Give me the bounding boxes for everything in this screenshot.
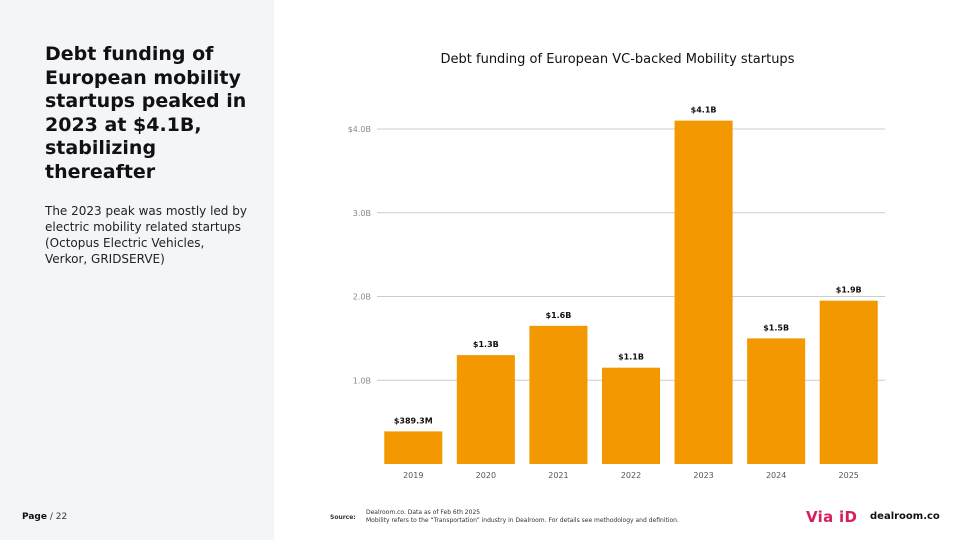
subtext: The 2023 peak was mostly led by electric… [45,204,247,266]
y-tick-label: $4.0B [348,125,371,134]
dealroom-logo: dealroom.co [870,511,940,522]
chart-title: Debt funding of European VC-backed Mobil… [440,52,795,67]
bar [384,431,443,464]
headline: Debt funding of European mobility startu… [45,43,247,183]
source-line-2: Mobility refers to the “Transportation” … [366,517,679,524]
left-panel: Debt funding of European mobility startu… [0,0,274,540]
bar [601,367,661,464]
data-label: $1.6B [546,311,572,320]
bar [747,338,806,464]
x-tick-label: 2021 [548,471,568,480]
data-label: $1.3B [473,340,499,349]
data-label: $1.5B [763,323,789,332]
source-label: Source: [330,514,356,521]
bar [456,355,515,464]
y-tick-label: 3.0B [353,209,371,218]
data-label: $1.1B [618,353,644,362]
data-label: $1.9B [836,286,862,295]
x-tick-label: 2022 [621,471,641,480]
data-label: $4.1B [691,106,717,115]
source-line-1: Dealroom.co. Data as of Feb 6th 2025 [366,509,481,516]
x-tick-label: 2023 [693,471,713,480]
bar [529,325,588,464]
x-tick-label: 2024 [766,471,786,480]
bar [674,120,733,464]
page-number: / 22 [49,512,68,522]
y-tick-label: 1.0B [353,376,371,385]
x-tick-label: 2020 [476,471,496,480]
x-tick-label: 2025 [839,471,859,480]
y-tick-label: 2.0B [353,293,371,302]
x-tick-label: 2019 [403,471,423,480]
data-label: $389.3M [394,416,433,425]
page-label: Page [22,512,47,522]
page-indicator: Page / 22 [22,512,67,522]
source-text: Dealroom.co. Data as of Feb 6th 2025 Mob… [366,509,679,525]
bar [819,300,878,464]
via-id-logo: Via iD [806,508,858,526]
